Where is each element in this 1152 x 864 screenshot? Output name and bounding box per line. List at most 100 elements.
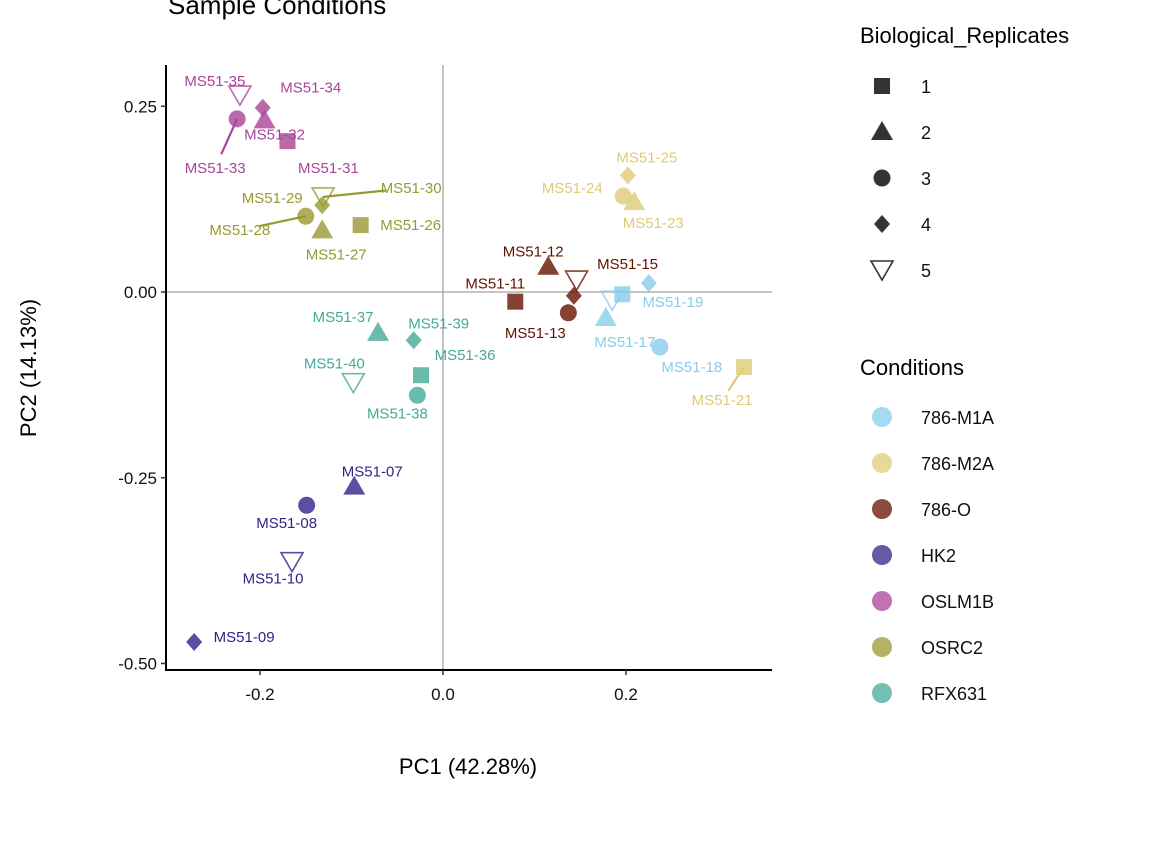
data-point — [559, 304, 577, 322]
data-point — [279, 551, 305, 574]
data-point — [599, 290, 625, 312]
color-legend-label: RFX631 — [921, 684, 987, 704]
legend-color-key-icon — [872, 591, 892, 611]
point-label: MS51-33 — [185, 160, 246, 177]
point-label: MS51-08 — [256, 515, 317, 532]
shape-legend-label: 2 — [921, 123, 931, 143]
point-label: MS51-28 — [209, 222, 270, 239]
data-point — [651, 338, 669, 356]
shape-legend-item: 4 — [874, 215, 931, 235]
data-point — [619, 166, 636, 185]
shape-legend-item: 3 — [873, 169, 931, 189]
point-label: MS51-17 — [594, 334, 655, 351]
shape-legend-title: Biological_Replicates — [860, 23, 1069, 48]
y-tick-label: -0.50 — [118, 655, 157, 674]
data-point — [640, 274, 657, 293]
point-label: MS51-36 — [435, 347, 496, 364]
y-axis-title: PC2 (14.13%) — [16, 299, 41, 437]
legend-diamond-icon — [874, 215, 890, 233]
x-tick-label: 0.2 — [614, 685, 638, 704]
color-legend-label: 786-M2A — [921, 454, 994, 474]
data-point — [343, 475, 366, 495]
point-label: MS51-10 — [243, 571, 304, 588]
data-point — [623, 191, 646, 211]
point-label: MS51-38 — [367, 405, 428, 422]
data-point — [537, 255, 560, 275]
data-point — [254, 98, 271, 117]
shape-legend-label: 5 — [921, 261, 931, 281]
x-tick-label: 0.0 — [431, 685, 455, 704]
color-legend-item: OSRC2 — [872, 637, 983, 658]
point-label: MS51-19 — [642, 294, 703, 311]
color-legend-label: HK2 — [921, 546, 956, 566]
data-point — [413, 367, 430, 384]
data-point — [279, 133, 296, 150]
point-label: MS51-29 — [242, 190, 303, 207]
data-point — [340, 372, 366, 395]
legend-color-key-icon — [872, 637, 892, 657]
shape-legend-item: 5 — [869, 260, 931, 282]
point-label: MS51-25 — [616, 149, 677, 166]
shape-legend-item: 2 — [871, 121, 931, 143]
legend-color-key-icon — [872, 453, 892, 473]
legend-color-key-icon — [872, 545, 892, 565]
point-label: MS51-15 — [597, 256, 658, 273]
data-point — [565, 286, 582, 305]
legend-triangle-down-open-icon — [869, 260, 895, 282]
label-leader-line — [220, 118, 239, 155]
data-point — [186, 632, 203, 651]
point-label: MS51-40 — [304, 356, 365, 373]
point-label: MS51-34 — [280, 80, 341, 97]
legend-circle-icon — [873, 169, 891, 187]
shape-legend-item: 1 — [874, 77, 931, 97]
color-legend-title: Conditions — [860, 355, 964, 380]
label-leader-line — [323, 189, 387, 198]
point-label: MS51-18 — [661, 359, 722, 376]
legend-color-key-icon — [872, 683, 892, 703]
point-label: MS51-11 — [465, 276, 525, 293]
legend-square-icon — [874, 78, 890, 94]
point-label: MS51-39 — [408, 315, 469, 332]
data-point — [564, 270, 589, 292]
color-legend-label: OSRC2 — [921, 638, 983, 658]
data-point — [253, 109, 276, 129]
chart-title: Sample Conditions — [168, 0, 386, 20]
point-label: MS51-32 — [244, 126, 305, 143]
color-legend-item: 786-M1A — [872, 407, 994, 428]
data-point — [227, 85, 253, 107]
data-point — [408, 386, 426, 404]
point-label: MS51-23 — [623, 215, 684, 232]
x-tick-label: -0.2 — [245, 685, 274, 704]
point-label: MS51-37 — [313, 309, 374, 326]
point-label: MS51-07 — [342, 464, 403, 481]
point-label: MS51-12 — [503, 244, 564, 261]
color-legend-item: RFX631 — [872, 683, 987, 704]
color-legend-item: 786-M2A — [872, 453, 994, 474]
color-legend-label: 786-M1A — [921, 408, 994, 428]
point-label: MS51-09 — [214, 629, 275, 646]
data-point — [352, 217, 369, 234]
color-legend-label: 786-O — [921, 500, 971, 520]
x-axis-title: PC1 (42.28%) — [399, 754, 537, 779]
data-point — [507, 293, 524, 310]
data-point — [594, 307, 617, 327]
point-label: MS51-24 — [542, 180, 603, 197]
y-tick-label: 0.25 — [124, 97, 157, 116]
legend-color-key-icon — [872, 407, 892, 427]
legend-color-key-icon — [872, 499, 892, 519]
point-label: MS51-30 — [381, 180, 442, 197]
data-point — [311, 219, 334, 239]
data-point — [298, 496, 316, 514]
color-legend-item: 786-O — [872, 499, 971, 520]
data-point — [367, 321, 390, 341]
y-tick-label: 0.00 — [124, 283, 157, 302]
data-point — [405, 331, 422, 350]
shape-legend-label: 3 — [921, 169, 931, 189]
point-label: MS51-31 — [298, 160, 359, 177]
shape-legend-label: 1 — [921, 77, 931, 97]
legend-triangle-icon — [871, 121, 893, 140]
shape-legend-label: 4 — [921, 215, 931, 235]
label-leader-line — [258, 215, 306, 228]
point-label: MS51-21 — [692, 392, 753, 409]
